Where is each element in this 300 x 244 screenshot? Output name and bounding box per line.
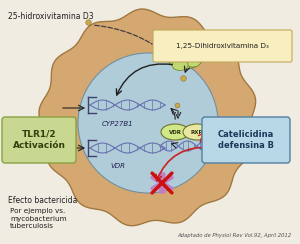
- Text: Adaptado de Physiol Rev Vol.92, April 2012: Adaptado de Physiol Rev Vol.92, April 20…: [178, 233, 292, 238]
- Ellipse shape: [166, 41, 204, 69]
- Ellipse shape: [172, 60, 188, 71]
- Text: CYP27B1: CYP27B1: [102, 121, 134, 127]
- Polygon shape: [39, 9, 256, 226]
- Ellipse shape: [190, 42, 204, 52]
- Text: 25-hidroxivitamina D3: 25-hidroxivitamina D3: [8, 12, 94, 21]
- Ellipse shape: [161, 124, 189, 140]
- Text: Catelicidina
defensina B: Catelicidina defensina B: [218, 130, 274, 150]
- Text: Efecto bactericida: Efecto bactericida: [8, 196, 77, 205]
- Ellipse shape: [166, 43, 184, 57]
- Text: VDR: VDR: [110, 163, 125, 169]
- Text: CYP27B1: CYP27B1: [205, 49, 239, 58]
- Text: TLR1/2
Activación: TLR1/2 Activación: [13, 130, 65, 150]
- Text: Por ejemplo vs.
mycobacterium
tuberculosis: Por ejemplo vs. mycobacterium tuberculos…: [10, 208, 67, 230]
- Ellipse shape: [78, 53, 218, 193]
- FancyBboxPatch shape: [153, 30, 292, 62]
- FancyBboxPatch shape: [202, 117, 290, 163]
- FancyBboxPatch shape: [2, 117, 76, 163]
- Text: 1,25-Dihidroxivitamina D₃: 1,25-Dihidroxivitamina D₃: [176, 43, 268, 49]
- Ellipse shape: [183, 124, 211, 140]
- Text: VDR: VDR: [169, 130, 182, 134]
- Text: RXR: RXR: [190, 130, 203, 134]
- Ellipse shape: [185, 55, 201, 67]
